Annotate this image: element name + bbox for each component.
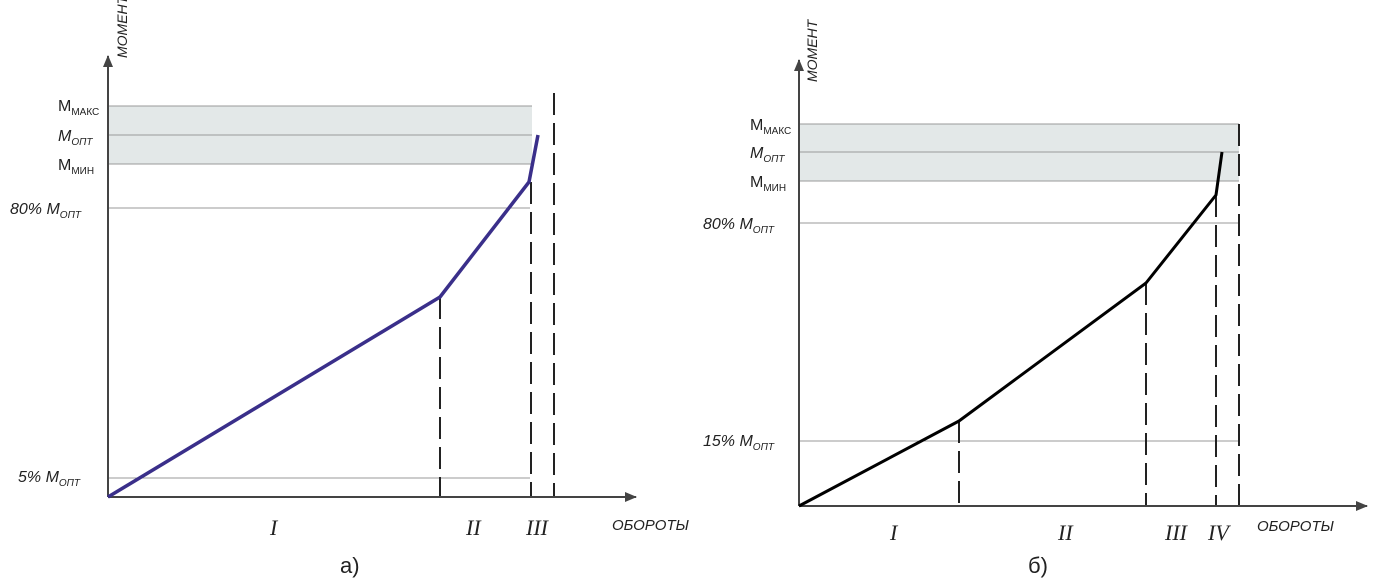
zone-label-b-3: III [1164,520,1189,545]
x-axis-label-a: ОБОРОТЫ [612,517,690,534]
torque-curve-b [798,151,1224,508]
label-p5-a: 5% MОПТ [18,469,81,489]
caption-b: б) [1028,553,1048,578]
zone-label-b-2: II [1057,520,1074,545]
label-mopt-b: MОПТ [750,145,785,165]
zone-label-a-1: I [269,515,279,540]
label-mmin-a: MМИН [58,157,94,177]
diagram-b: МОМЕНТ ОБОРОТЫ MМАКС MОПТ MМИН 80% MОПТ … [703,18,1368,578]
diagram-a: МОМЕНТ ОБОРОТЫ MМАКС MОПТ MМИН 80% MОПТ … [10,0,690,578]
y-axis-label-b: МОМЕНТ [804,18,820,82]
label-mmin-b: MМИН [750,174,786,194]
zone-label-b-4: IV [1207,520,1231,545]
caption-a: а) [340,553,360,578]
label-mmax-b: MМАКС [750,117,791,137]
zone-label-a-2: II [465,515,482,540]
torque-curve-a [107,134,540,499]
zone-label-b-1: I [889,520,899,545]
label-mopt-a: MОПТ [58,128,93,148]
x-axis-label-b: ОБОРОТЫ [1257,518,1335,535]
label-mmax-a: MМАКС [58,98,99,118]
y-axis-label-a: МОМЕНТ [114,0,130,58]
label-p15-b: 15% MОПТ [703,433,775,453]
zone-label-a-3: III [525,515,550,540]
label-p80-a: 80% MОПТ [10,201,82,221]
label-p80-b: 80% MОПТ [703,216,775,236]
